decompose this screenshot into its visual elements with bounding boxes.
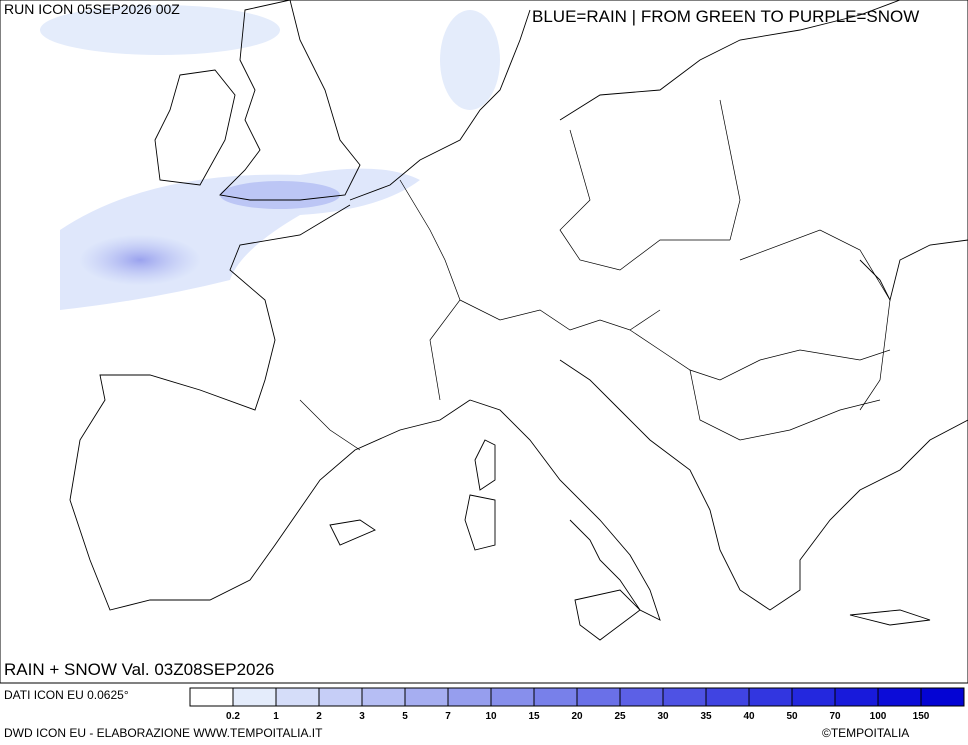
legend-swatch bbox=[748, 687, 793, 707]
legend-label: 20 bbox=[571, 711, 583, 722]
legend-swatch bbox=[791, 687, 836, 707]
legend-label: 40 bbox=[743, 711, 755, 722]
legend-swatch bbox=[662, 687, 707, 707]
legend-swatch bbox=[533, 687, 578, 707]
legend-label: 150 bbox=[913, 711, 930, 722]
legend-swatch bbox=[834, 687, 879, 707]
legend-label: 1 bbox=[273, 711, 279, 722]
legend-label: 100 bbox=[870, 711, 887, 722]
legend-label: 3 bbox=[359, 711, 365, 722]
legend-label: 7 bbox=[445, 711, 451, 722]
legend-label: 15 bbox=[528, 711, 540, 722]
coastlines bbox=[69, 0, 968, 641]
legend-label: 0.2 bbox=[226, 711, 240, 722]
legend-swatch bbox=[619, 687, 664, 707]
legend-swatch bbox=[447, 687, 492, 707]
legend-swatch bbox=[232, 687, 277, 707]
legend-swatch bbox=[490, 687, 535, 707]
data-source: DATI ICON EU 0.0625° bbox=[4, 688, 129, 702]
legend-swatch bbox=[318, 687, 363, 707]
credit: DWD ICON EU - ELABORAZIONE WWW.TEMPOITAL… bbox=[4, 726, 323, 740]
legend-swatch bbox=[877, 687, 922, 707]
precipitation bbox=[40, 5, 500, 310]
map-title: RAIN + SNOW Val. 03Z08SEP2026 bbox=[4, 660, 274, 679]
legend-label: 35 bbox=[700, 711, 712, 722]
legend-label: 5 bbox=[402, 711, 408, 722]
legend-swatch bbox=[275, 687, 320, 707]
run-label: RUN ICON 05SEP2026 00Z bbox=[4, 1, 180, 17]
legend-label: 2 bbox=[316, 711, 322, 722]
legend-label: 10 bbox=[485, 711, 497, 722]
legend-swatch bbox=[576, 687, 621, 707]
copyright: ©TEMPOITALIA bbox=[822, 726, 909, 740]
legend-swatch bbox=[920, 687, 965, 707]
legend-label: 30 bbox=[657, 711, 669, 722]
legend-key: BLUE=RAIN | FROM GREEN TO PURPLE=SNOW bbox=[532, 7, 919, 26]
legend-label: 50 bbox=[786, 711, 798, 722]
legend-swatch bbox=[705, 687, 750, 707]
legend-swatch bbox=[361, 687, 406, 707]
legend-swatch bbox=[189, 687, 234, 707]
map-frame bbox=[0, 0, 968, 684]
legend-swatch bbox=[404, 687, 449, 707]
color-legend: 0.2 1 2 3 5 7 10 15 20 25 30 35 40 50 70 100 150 bbox=[189, 687, 965, 722]
legend-label: 25 bbox=[614, 711, 626, 722]
legend-label: 70 bbox=[829, 711, 841, 722]
borders bbox=[299, 99, 891, 451]
